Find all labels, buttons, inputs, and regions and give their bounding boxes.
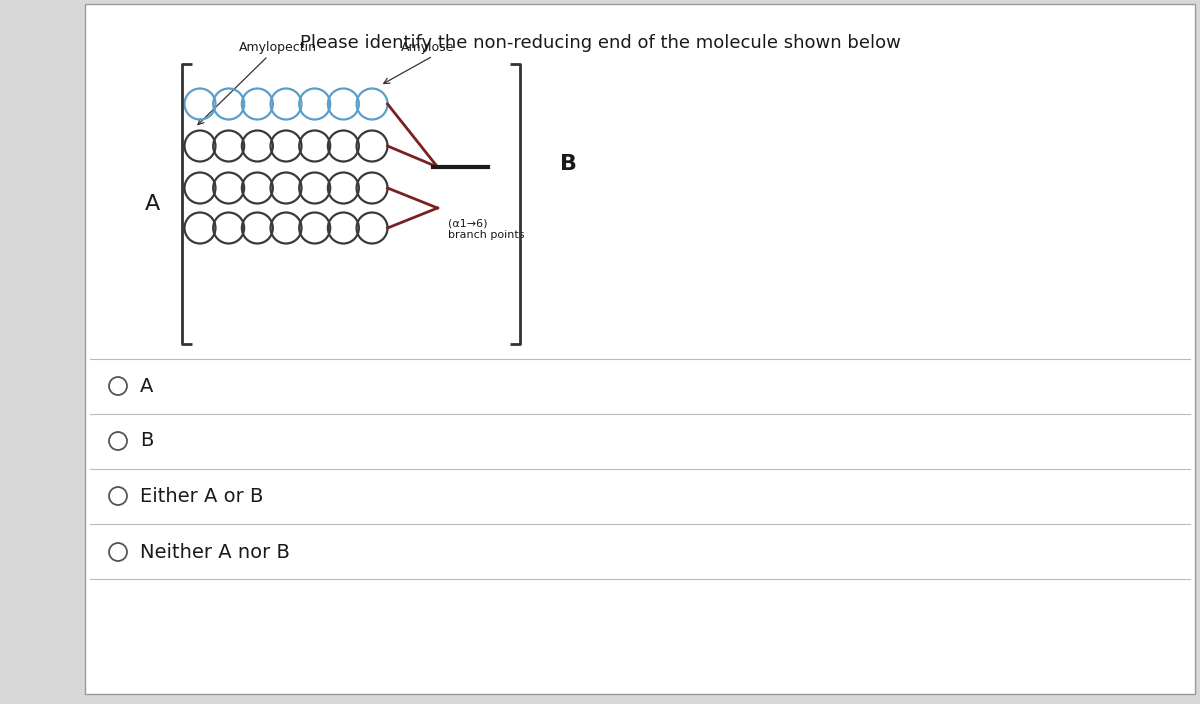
Text: Neither A nor B: Neither A nor B bbox=[140, 543, 290, 562]
Text: B: B bbox=[560, 154, 577, 174]
Text: (α1→6)
branch points: (α1→6) branch points bbox=[448, 218, 524, 239]
Text: B: B bbox=[140, 432, 154, 451]
Text: A: A bbox=[145, 194, 160, 214]
FancyBboxPatch shape bbox=[85, 4, 1195, 694]
Text: A: A bbox=[140, 377, 154, 396]
Text: Either A or B: Either A or B bbox=[140, 486, 263, 505]
Text: Amylopectin: Amylopectin bbox=[239, 41, 317, 54]
Text: Amylose: Amylose bbox=[401, 41, 455, 54]
Text: Please identify the non-reducing end of the molecule shown below: Please identify the non-reducing end of … bbox=[300, 34, 900, 52]
